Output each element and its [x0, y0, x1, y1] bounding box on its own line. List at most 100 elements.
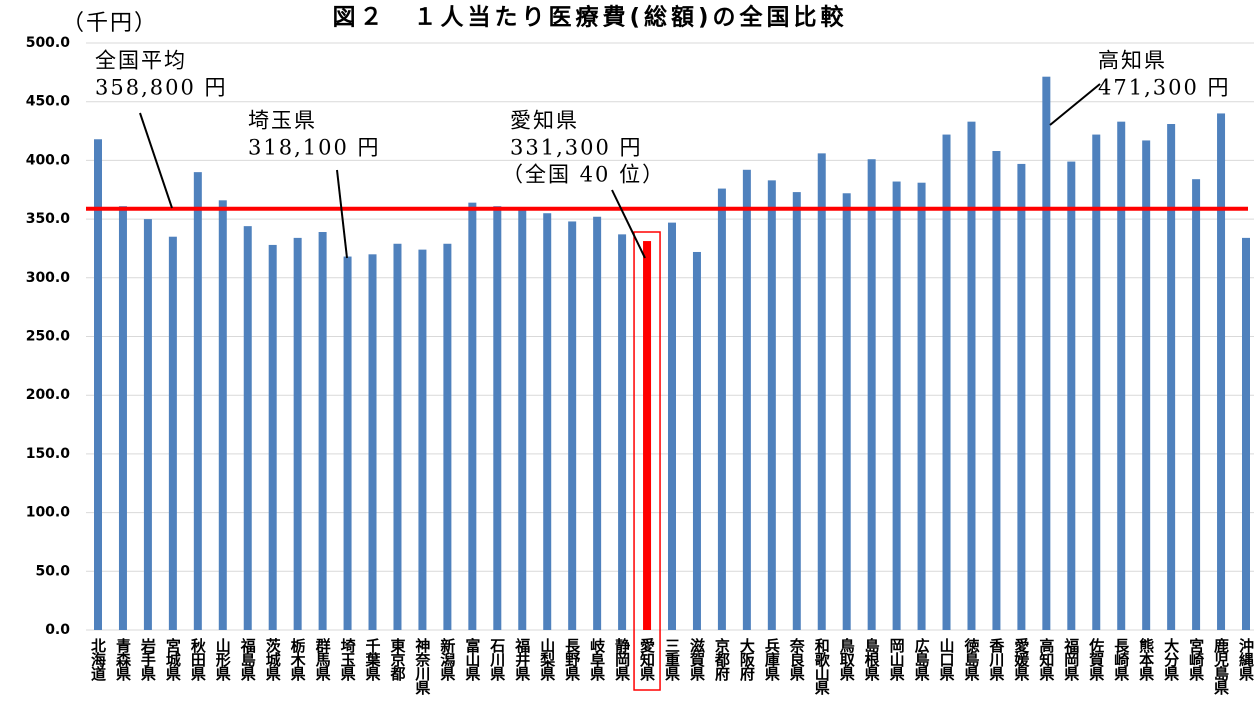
- x-tick-label: 長崎県: [1112, 638, 1130, 682]
- bar: [343, 256, 352, 630]
- y-tick-label: 400.0: [26, 152, 71, 168]
- annotation: 高知県: [1098, 49, 1167, 73]
- bar: [318, 232, 327, 631]
- y-tick-label: 350.0: [26, 211, 71, 227]
- x-tick-label: 長野県: [563, 638, 581, 682]
- x-tick-label: 石川県: [488, 638, 506, 682]
- x-tick-label: 佐賀県: [1087, 637, 1105, 682]
- annotation-pointer: [1049, 83, 1101, 126]
- y-tick-label: 50.0: [35, 563, 70, 579]
- x-tick-label: 高知県: [1037, 637, 1055, 682]
- x-tick-label: 福岡県: [1062, 637, 1080, 682]
- y-tick-label: 0.0: [45, 622, 70, 638]
- bar: [243, 226, 252, 631]
- bar: [568, 221, 577, 630]
- x-tick-label: 福井県: [513, 637, 531, 682]
- x-tick-label: 徳島県: [962, 637, 980, 682]
- x-tick-label: 和歌山県: [813, 638, 831, 696]
- bar: [1242, 237, 1250, 630]
- x-tick-label: 岐阜県: [588, 637, 606, 682]
- annotation: 331,300 円: [510, 136, 643, 160]
- bar: [468, 202, 477, 630]
- bar: [742, 169, 751, 631]
- x-tick-label: 滋賀県: [688, 637, 706, 682]
- annotation: 愛知県: [510, 109, 579, 133]
- bar: [892, 181, 901, 631]
- bar: [593, 216, 602, 630]
- x-tick-label: 山口県: [938, 638, 956, 682]
- bar: [867, 159, 876, 630]
- x-tick-label: 群馬県: [314, 637, 332, 682]
- y-tick-label: 100.0: [26, 505, 71, 521]
- bar: [1142, 140, 1151, 630]
- x-tick-label: 秋田県: [189, 637, 207, 682]
- bar: [418, 249, 427, 630]
- x-tick-label: 大阪府: [738, 637, 756, 682]
- x-tick-label: 宮崎県: [1187, 637, 1205, 682]
- x-tick-label: 神奈川県: [413, 637, 431, 696]
- bar: [143, 219, 152, 630]
- chart-title: 図２ １人当たり医療費(総額)の全国比較: [332, 4, 847, 31]
- x-tick-label: 北海道: [89, 638, 107, 681]
- bar: [917, 182, 926, 630]
- bar: [842, 193, 851, 630]
- x-tick-label: 千葉県: [364, 638, 382, 682]
- unit-label: （千円）: [62, 11, 158, 36]
- annotation: 318,100 円: [248, 136, 381, 160]
- x-tick-label: 東京都: [388, 637, 406, 682]
- x-tick-label: 青森県: [114, 637, 132, 682]
- bar: [543, 213, 552, 631]
- x-tick-label: 茨城県: [264, 638, 282, 682]
- x-tick-label: 山梨県: [538, 638, 556, 682]
- y-tick-label: 450.0: [26, 94, 71, 110]
- bar: [668, 222, 676, 630]
- bar: [992, 151, 1001, 630]
- y-tick-label: 500.0: [26, 35, 71, 51]
- x-tick-label: 埼玉県: [339, 638, 357, 682]
- bar: [393, 243, 402, 630]
- x-tick-label: 熊本県: [1137, 637, 1155, 682]
- x-tick-label: 新潟県: [438, 637, 456, 682]
- x-tick-label: 沖縄県: [1237, 637, 1254, 682]
- annotation-pointer: [139, 112, 173, 209]
- annotation: （全国 40 位）: [502, 163, 665, 187]
- bar: [1192, 179, 1201, 630]
- bar: [1067, 161, 1076, 630]
- bar: [942, 134, 951, 630]
- bar: [168, 236, 177, 630]
- annotation: 471,300 円: [1098, 76, 1231, 100]
- bar: [118, 206, 127, 630]
- highlight-box: [633, 231, 661, 691]
- bar: [792, 192, 801, 630]
- x-tick-label: 香川県: [987, 637, 1005, 682]
- x-tick-label: 福島県: [239, 637, 257, 682]
- x-tick-label: 三重県: [663, 638, 681, 682]
- bar: [1117, 121, 1126, 631]
- bar: [1042, 76, 1051, 631]
- x-tick-label: 広島県: [913, 637, 931, 682]
- annotation: 全国平均: [95, 49, 187, 73]
- bar: [218, 200, 227, 631]
- x-tick-label: 愛媛県: [1012, 637, 1030, 682]
- bar: [1017, 163, 1026, 630]
- bar: [268, 244, 277, 631]
- bar: [817, 153, 826, 630]
- y-tick-label: 250.0: [26, 329, 71, 345]
- bar: [692, 251, 701, 631]
- y-tick-label: 200.0: [26, 387, 71, 403]
- bar: [193, 172, 202, 630]
- annotation: 358,800 円: [95, 76, 228, 100]
- x-tick-label: 山形県: [214, 638, 232, 682]
- bar: [493, 206, 502, 630]
- y-tick-label: 300.0: [26, 270, 71, 286]
- bar: [518, 209, 527, 630]
- x-tick-label: 京都府: [713, 637, 731, 682]
- bar: [967, 121, 976, 631]
- bar: [643, 241, 652, 630]
- x-tick-label: 栃木県: [289, 637, 307, 682]
- bar: [1167, 124, 1176, 631]
- bar: [1217, 113, 1226, 630]
- bar: [618, 234, 627, 630]
- x-tick-label: 富山県: [463, 637, 481, 682]
